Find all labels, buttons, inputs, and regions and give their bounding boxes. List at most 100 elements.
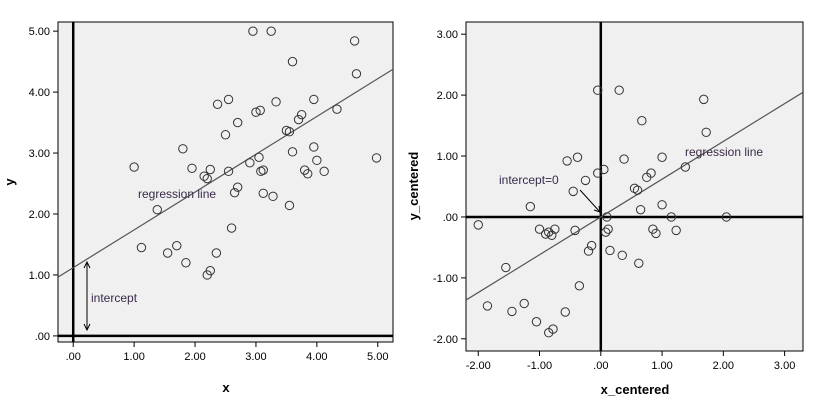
data-point — [657, 152, 667, 162]
data-point — [699, 94, 709, 105]
left-regression-line — [57, 68, 394, 278]
data-point — [547, 230, 557, 240]
data-point — [254, 152, 264, 163]
data-point — [671, 225, 681, 236]
data-point — [232, 182, 243, 192]
data-point — [309, 94, 319, 105]
data-point — [562, 156, 572, 166]
data-point — [312, 155, 322, 166]
data-point — [680, 162, 691, 172]
data-point — [178, 144, 188, 154]
x-tick-label: 2.00 — [184, 351, 205, 363]
data-point — [721, 212, 732, 222]
x-tick-label: -2.00 — [466, 360, 491, 372]
data-point — [258, 165, 268, 175]
data-point — [284, 200, 295, 211]
data-point — [634, 258, 644, 268]
data-point — [223, 166, 234, 177]
data-point — [258, 188, 268, 198]
data-point — [605, 245, 615, 256]
data-point — [572, 152, 583, 162]
data-point — [560, 307, 570, 317]
right-reference-lines — [466, 22, 803, 351]
data-point — [293, 114, 304, 125]
right-y-axis-title: y_centered — [406, 152, 421, 221]
data-point — [332, 104, 342, 114]
data-point — [205, 164, 215, 175]
x-tick-label: 5.00 — [367, 351, 388, 363]
data-point — [212, 99, 223, 109]
data-point — [129, 162, 139, 172]
data-point — [271, 97, 281, 107]
data-point — [525, 201, 536, 212]
data-point — [181, 258, 191, 268]
x-tick-label: -1.00 — [527, 360, 552, 372]
y-tick-label: -1.00 — [433, 273, 458, 285]
data-point — [570, 225, 580, 236]
data-point — [211, 248, 222, 258]
data-point — [701, 127, 711, 137]
right-plot-area — [465, 21, 804, 352]
y-tick-label: 4.00 — [29, 87, 50, 99]
data-point — [284, 127, 295, 137]
y-tick-label: 2.00 — [437, 90, 458, 102]
data-point — [202, 270, 212, 280]
regression-line-label-centered: regression line — [685, 145, 763, 159]
data-point — [637, 116, 647, 126]
data-point — [603, 224, 613, 234]
data-point — [287, 56, 298, 67]
data-point — [268, 191, 278, 202]
y-tick-label: 2.00 — [29, 209, 50, 221]
data-point — [544, 328, 554, 338]
data-point — [319, 166, 329, 177]
left-x-axis-title: x — [222, 380, 230, 395]
x-tick-label: 3.00 — [245, 351, 266, 363]
data-point — [287, 147, 298, 157]
data-point — [642, 172, 652, 183]
data-point — [309, 142, 319, 152]
data-point — [507, 306, 517, 317]
right-data-points — [473, 85, 732, 338]
data-point — [519, 298, 529, 309]
intercept-arrow — [83, 260, 91, 332]
data-point — [349, 36, 360, 46]
data-point — [232, 117, 243, 128]
y-tick-label: .00 — [443, 212, 458, 224]
data-point — [229, 187, 240, 198]
x-tick-label: 4.00 — [306, 351, 327, 363]
left-data-points — [129, 26, 382, 280]
data-point — [617, 250, 627, 261]
data-point — [614, 85, 624, 95]
data-point — [266, 26, 276, 36]
y-tick-label: 3.00 — [29, 148, 50, 160]
y-tick-label: 1.00 — [437, 151, 458, 163]
left-reference-lines — [58, 22, 393, 342]
data-point — [351, 69, 362, 79]
data-point — [657, 200, 667, 210]
y-tick-label: 5.00 — [29, 26, 50, 38]
data-point — [303, 169, 313, 179]
data-point — [255, 105, 265, 116]
x-tick-label: .00 — [66, 351, 81, 363]
data-point — [187, 163, 197, 173]
data-point — [152, 205, 162, 215]
data-point — [666, 212, 676, 222]
x-tick-label: 1.00 — [123, 351, 144, 363]
x-tick-label: 2.00 — [713, 360, 734, 372]
data-point — [574, 281, 585, 291]
data-point — [256, 166, 266, 177]
data-point — [482, 301, 493, 311]
x-tick-label: 1.00 — [651, 360, 672, 372]
left-axis-ticks: .00 1.00 2.00 3.00 4.00 5.00 .00 1.00 2.00 3.00 4.… — [29, 26, 389, 363]
data-point — [534, 224, 545, 234]
left-plot-area — [57, 21, 394, 343]
data-point — [245, 158, 255, 168]
regression-line-label: regression line — [138, 187, 216, 201]
intercept-zero-label: intercept=0 — [499, 173, 559, 187]
y-tick-label: 3.00 — [437, 29, 458, 41]
data-point — [531, 317, 542, 327]
data-point — [593, 168, 603, 178]
right-regression-line — [465, 91, 804, 301]
intercept-zero-arrow — [579, 189, 601, 213]
data-point — [568, 186, 578, 197]
